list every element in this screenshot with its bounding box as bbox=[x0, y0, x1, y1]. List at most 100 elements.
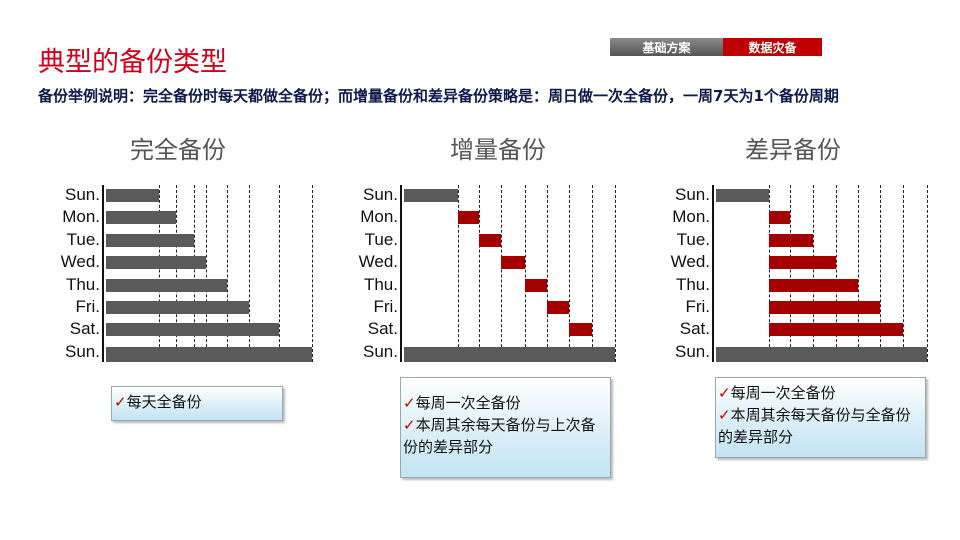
backup-bar-partial bbox=[525, 278, 547, 292]
backup-bar-full bbox=[106, 211, 176, 225]
day-label: Fri. bbox=[685, 297, 710, 316]
chart-full-backup: Sun. Mon. Tue. Wed. Thu. Fri. Sat. Sun. bbox=[40, 180, 340, 370]
gridline bbox=[836, 185, 837, 362]
backup-bar-full bbox=[106, 278, 227, 292]
gridline bbox=[525, 185, 526, 362]
backup-bar-partial bbox=[547, 301, 569, 314]
gridline bbox=[176, 185, 177, 362]
backup-bar-partial bbox=[769, 256, 836, 270]
check-icon: ✓ bbox=[114, 393, 127, 411]
gridline bbox=[880, 185, 881, 362]
day-label: Tue. bbox=[364, 229, 398, 249]
gridline bbox=[769, 185, 770, 362]
backup-bar-partial bbox=[769, 278, 858, 292]
day-label: Mon. bbox=[62, 207, 100, 227]
backup-bar-full bbox=[106, 256, 206, 270]
check-icon: ✓ bbox=[403, 416, 416, 434]
backup-bar-full bbox=[106, 233, 194, 247]
chart-title-incremental: 增量备份 bbox=[450, 136, 546, 164]
day-label: Sun. bbox=[65, 185, 100, 204]
day-label: Wed. bbox=[670, 252, 710, 272]
backup-bar-partial bbox=[458, 211, 479, 225]
chart-differential-backup: Sun. Mon. Tue. Wed. Thu. Fri. Sat. Sun. bbox=[650, 180, 950, 370]
backup-bar-full bbox=[404, 346, 615, 362]
backup-bar-full bbox=[106, 301, 249, 314]
backup-bar-full bbox=[106, 323, 279, 337]
nav-tab-basic[interactable]: 基础方案 bbox=[610, 38, 723, 56]
check-icon: ✓ bbox=[718, 384, 731, 402]
gridline bbox=[458, 185, 459, 362]
note-item: ✓每周一次全备份 bbox=[718, 382, 923, 404]
y-axis bbox=[400, 185, 402, 362]
gridline bbox=[479, 185, 480, 362]
check-icon: ✓ bbox=[718, 406, 731, 424]
chart-title-differential: 差异备份 bbox=[745, 136, 841, 164]
day-label: Sun. bbox=[363, 341, 398, 361]
day-label: Tue. bbox=[676, 229, 710, 249]
gridline bbox=[790, 185, 791, 362]
day-label: Sun. bbox=[363, 185, 398, 204]
nav-tab-disaster-recovery[interactable]: 数据灾备 bbox=[723, 38, 822, 56]
day-label: Tue. bbox=[66, 229, 100, 249]
backup-bar-partial bbox=[769, 323, 903, 337]
day-label: Fri. bbox=[75, 297, 100, 316]
gridline bbox=[194, 185, 195, 362]
gridline bbox=[159, 185, 160, 362]
gridline bbox=[592, 185, 593, 362]
note-text: 每天全备份 bbox=[126, 393, 202, 411]
gridline bbox=[569, 185, 570, 362]
backup-bar-partial bbox=[769, 211, 790, 225]
note-item: ✓每天全备份 bbox=[114, 391, 280, 413]
backup-bar-full bbox=[716, 346, 927, 362]
gridline bbox=[249, 185, 250, 362]
chart-incremental-backup: Sun. Mon. Tue. Wed. Thu. Fri. Sat. Sun. bbox=[338, 180, 638, 370]
gridline bbox=[501, 185, 502, 362]
y-axis bbox=[102, 185, 104, 362]
chart-title-full: 完全备份 bbox=[130, 136, 226, 164]
gridline bbox=[547, 185, 548, 362]
note-text: 每周一次全备份 bbox=[415, 394, 521, 412]
note-item: ✓每周一次全备份 bbox=[403, 392, 608, 414]
day-label: Sun. bbox=[65, 341, 100, 361]
note-text: 本周其余每天备份与上次备份的差异部分 bbox=[403, 416, 596, 456]
day-label: Mon. bbox=[672, 207, 710, 227]
backup-bar-partial bbox=[569, 323, 592, 337]
day-label: Sun. bbox=[675, 185, 710, 204]
gridline bbox=[858, 185, 859, 362]
gridline bbox=[206, 185, 207, 362]
backup-bar-full bbox=[106, 189, 159, 202]
description: 备份举例说明：完全备份时每天都做全备份；而增量备份和差异备份策略是：周日做一次全… bbox=[38, 87, 839, 105]
day-label: Sat. bbox=[679, 319, 710, 339]
day-label: Sat. bbox=[69, 319, 100, 339]
day-label: Fri. bbox=[373, 297, 398, 316]
note-box-incremental: ✓每周一次全备份 ✓本周其余每天备份与上次备份的差异部分 bbox=[400, 377, 611, 478]
backup-bar-full bbox=[106, 346, 312, 362]
backup-bar-full bbox=[404, 189, 458, 202]
day-label: Thu. bbox=[675, 274, 710, 294]
backup-bar-partial bbox=[769, 301, 880, 314]
gridline bbox=[903, 185, 904, 362]
gridline bbox=[227, 185, 228, 362]
backup-bar-partial bbox=[501, 256, 525, 270]
backup-bar-partial bbox=[479, 233, 501, 247]
backup-bar-partial bbox=[769, 233, 813, 247]
y-axis bbox=[712, 185, 714, 362]
gridline bbox=[813, 185, 814, 362]
gridline bbox=[312, 185, 313, 362]
nav-bar: 基础方案 数据灾备 bbox=[610, 38, 822, 56]
day-label: Sat. bbox=[367, 319, 398, 339]
day-label: Sun. bbox=[675, 341, 710, 361]
backup-bar-full bbox=[716, 189, 769, 202]
slide-title: 典型的备份类型 bbox=[38, 47, 227, 78]
day-label: Wed. bbox=[358, 252, 398, 272]
day-label: Mon. bbox=[360, 207, 398, 227]
note-box-differential: ✓每周一次全备份 ✓本周其余每天备份与全备份的差异部分 bbox=[715, 377, 926, 458]
note-box-full: ✓每天全备份 bbox=[111, 386, 283, 421]
gridline bbox=[615, 185, 616, 362]
note-text: 每周一次全备份 bbox=[730, 384, 836, 402]
gridline bbox=[279, 185, 280, 362]
day-label: Wed. bbox=[60, 252, 100, 272]
note-item: ✓本周其余每天备份与全备份的差异部分 bbox=[718, 404, 923, 448]
day-label: Thu. bbox=[363, 274, 398, 294]
